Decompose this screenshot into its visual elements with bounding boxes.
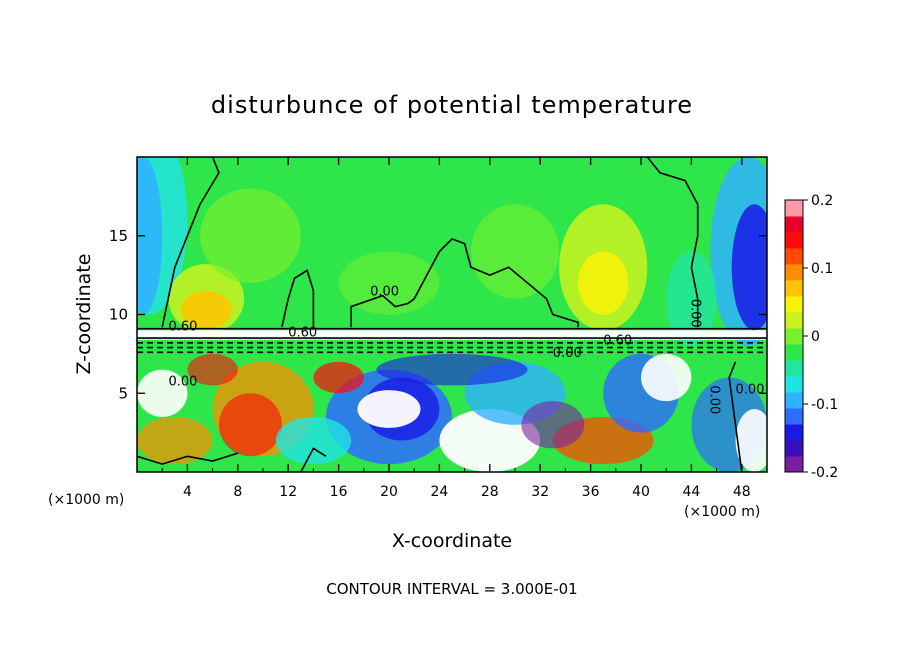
contour-label: 0.00 bbox=[169, 374, 198, 389]
field-region bbox=[218, 393, 282, 457]
field-region bbox=[200, 188, 301, 283]
colorbar-tick-label: -0.2 bbox=[811, 465, 838, 481]
field-region bbox=[275, 416, 352, 465]
field-region bbox=[137, 369, 188, 417]
colorbar: 0.2 0.1 0 -0.1 -0.2 bbox=[784, 193, 838, 481]
colorbar-swatch bbox=[785, 280, 803, 297]
contour-line bbox=[300, 447, 327, 472]
contour-label: 0.60 bbox=[288, 326, 317, 341]
chart-title: disturbunce of potential temperature bbox=[211, 91, 693, 119]
colorbar-swatch bbox=[785, 312, 803, 329]
x-tick-label: 28 bbox=[481, 484, 499, 500]
contour-label: 0.60 bbox=[603, 333, 632, 348]
contour-label: 0.00 bbox=[370, 285, 399, 300]
contour-label: 0.00 bbox=[687, 299, 702, 328]
colorbar-swatch bbox=[785, 456, 803, 473]
colorbar-swatch bbox=[785, 328, 803, 345]
field-region bbox=[137, 157, 163, 315]
colorbar-swatch bbox=[785, 424, 803, 441]
contour-line bbox=[728, 361, 743, 472]
y-axis-label: Z-coordinate bbox=[73, 254, 95, 375]
field-region bbox=[521, 401, 585, 449]
x-axis: 4 8 12 16 20 24 28 32 36 40 44 48 bbox=[161, 157, 751, 500]
x-unit-right: (×1000 m) bbox=[684, 504, 760, 520]
field-region bbox=[137, 416, 213, 465]
contour-label: 0.00 bbox=[706, 385, 721, 414]
colorbar-swatch bbox=[785, 440, 803, 457]
contour-line bbox=[281, 269, 315, 328]
field-blobs bbox=[137, 157, 767, 472]
colorbar-swatch bbox=[785, 264, 803, 281]
contour-line bbox=[137, 452, 239, 465]
colorbar-tick-label: 0.2 bbox=[811, 193, 833, 209]
x-unit-left: (×1000 m) bbox=[48, 492, 124, 508]
field-region bbox=[187, 353, 238, 386]
colorbar-swatch bbox=[785, 360, 803, 377]
contour-line bbox=[161, 157, 220, 328]
plot-area: 0.60 0.00 0.00 0.60 0.00 0.00 0.00 0.00 0.60 bbox=[137, 157, 767, 472]
x-tick-label: 24 bbox=[430, 484, 448, 500]
colorbar-swatch bbox=[785, 216, 803, 233]
contour-labels: 0.60 0.00 0.00 0.60 0.00 0.00 0.00 0.00 0.60 bbox=[169, 285, 765, 415]
colorbar-tick-label: 0 bbox=[811, 329, 820, 345]
colorbar-swatch bbox=[785, 408, 803, 425]
contour-line bbox=[646, 157, 699, 328]
x-tick-label: 20 bbox=[380, 484, 398, 500]
contour-label: 0.60 bbox=[169, 319, 198, 334]
contour-label: 0.00 bbox=[553, 346, 582, 361]
contour-line bbox=[350, 237, 579, 328]
x-tick-label: 44 bbox=[682, 484, 700, 500]
field-region bbox=[357, 390, 421, 428]
y-tick-label: 5 bbox=[118, 384, 128, 402]
x-tick-label: 12 bbox=[279, 484, 297, 500]
colorbar-swatch bbox=[785, 232, 803, 249]
field-region bbox=[313, 361, 364, 394]
x-tick-label: 48 bbox=[733, 484, 751, 500]
field-region bbox=[666, 251, 717, 346]
field-region bbox=[181, 290, 232, 329]
x-tick-label: 16 bbox=[330, 484, 348, 500]
colorbar-swatch bbox=[785, 296, 803, 313]
field-region bbox=[731, 204, 767, 331]
field-region bbox=[578, 251, 629, 315]
x-tick-label: 40 bbox=[632, 484, 650, 500]
contour-lines bbox=[137, 157, 767, 472]
field-region bbox=[470, 204, 560, 299]
contour-label: 0.00 bbox=[736, 382, 765, 397]
x-tick-label: 32 bbox=[531, 484, 549, 500]
colorbar-swatch bbox=[785, 392, 803, 409]
colorbar-swatch bbox=[785, 344, 803, 361]
contour-interval-footer: CONTOUR INTERVAL = 3.000E-01 bbox=[326, 580, 577, 598]
field-region bbox=[137, 330, 767, 340]
field-region bbox=[641, 353, 692, 402]
colorbar-swatch bbox=[785, 248, 803, 265]
y-axis: 5 10 15 bbox=[109, 227, 767, 402]
x-tick-label: 4 bbox=[183, 484, 192, 500]
x-tick-label: 8 bbox=[233, 484, 242, 500]
colorbar-tick-label: 0.1 bbox=[811, 261, 833, 277]
colorbar-tick-label: -0.1 bbox=[811, 397, 838, 413]
colorbar-swatch bbox=[785, 200, 803, 217]
colorbar-swatch bbox=[785, 376, 803, 393]
x-tick-label: 36 bbox=[582, 484, 600, 500]
x-axis-label: X-coordinate bbox=[392, 530, 512, 552]
field-region bbox=[376, 353, 528, 386]
y-tick-label: 15 bbox=[109, 227, 128, 245]
field-region bbox=[735, 409, 767, 472]
y-tick-label: 10 bbox=[109, 306, 128, 324]
